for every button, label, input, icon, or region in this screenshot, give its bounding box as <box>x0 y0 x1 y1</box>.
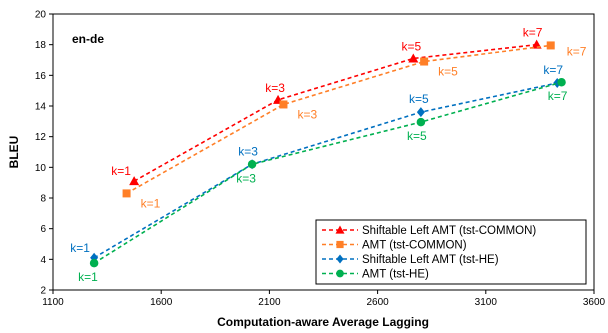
y-tick-label: 8 <box>40 194 46 205</box>
data-point <box>416 117 426 127</box>
data-label: k=7 <box>543 63 563 77</box>
x-tick-label: 3600 <box>583 297 606 308</box>
data-label: k=3 <box>236 171 256 185</box>
legend-box <box>315 219 587 285</box>
x-axis-title: Computation-aware Average Lagging <box>217 315 429 329</box>
data-point <box>557 77 566 87</box>
legend-label: AMT (tst-COMMON) <box>362 240 467 252</box>
y-tick-label: 14 <box>35 102 47 113</box>
x-tick-label: 2100 <box>258 297 281 308</box>
legend-item: AMT (tst-COMMON) <box>322 240 467 252</box>
legend-label: Shiftable Left AMT (tst-COMMON) <box>362 225 536 237</box>
legend-label: AMT (tst-HE) <box>362 269 429 281</box>
x-tick-label: 1100 <box>42 297 64 308</box>
series-line <box>126 44 551 195</box>
data-label: k=1 <box>70 241 90 255</box>
data-label: k=5 <box>407 129 427 143</box>
plot-area <box>52 13 595 291</box>
data-label: k=5 <box>438 65 458 79</box>
data-label: k=7 <box>567 44 587 58</box>
y-tick-label: 4 <box>40 255 46 266</box>
data-label: k=1 <box>78 270 98 284</box>
y-tick-label: 2 <box>40 286 46 297</box>
data-label: k=7 <box>548 89 568 103</box>
y-tick-label: 12 <box>35 132 47 143</box>
series-line <box>93 81 562 264</box>
data-label: k=1 <box>111 164 131 178</box>
x-tick-label: 1600 <box>150 297 173 308</box>
data-point <box>247 160 257 169</box>
series-4 <box>89 77 566 268</box>
legend-marker <box>336 254 344 264</box>
x-tick-label: 2600 <box>366 297 389 308</box>
legend-item: Shiftable Left AMT (tst-HE) <box>322 254 499 266</box>
data-point <box>408 53 419 63</box>
legend-marker <box>335 225 345 234</box>
legend-item: AMT (tst-HE) <box>322 269 429 281</box>
legend-marker <box>336 269 344 278</box>
data-label: k=5 <box>401 39 421 53</box>
legend-label: Shiftable Left AMT (tst-HE) <box>362 254 499 266</box>
data-point <box>279 100 288 109</box>
data-label: k=1 <box>141 196 161 210</box>
data-point <box>416 107 425 118</box>
series-line <box>133 43 537 182</box>
data-label: k=5 <box>409 92 429 106</box>
y-tick-label: 20 <box>35 10 47 21</box>
legend-item: Shiftable Left AMT (tst-COMMON) <box>322 225 536 237</box>
y-tick-label: 18 <box>35 40 47 51</box>
data-point <box>129 176 140 186</box>
legend: Shiftable Left AMT (tst-COMMON) AMT (tst-… <box>315 219 587 285</box>
data-label: k=7 <box>523 26 543 40</box>
data-label: k=3 <box>297 107 317 121</box>
legend-marker <box>336 240 344 249</box>
series-line <box>93 82 558 259</box>
y-axis-title: BLEU <box>7 136 21 169</box>
series-1 <box>129 39 542 186</box>
y-tick-label: 10 <box>35 163 47 174</box>
panel-label: en-de <box>72 32 104 46</box>
y-tick-label: 16 <box>35 71 47 82</box>
y-tick-label: 6 <box>40 224 46 235</box>
data-point <box>89 258 99 268</box>
data-label: k=3 <box>238 144 258 158</box>
data-point <box>546 41 555 50</box>
data-point <box>122 189 131 198</box>
x-tick-label: 3100 <box>475 297 498 308</box>
series-2 <box>122 41 555 198</box>
data-point <box>420 57 429 66</box>
data-label: k=3 <box>265 81 285 95</box>
